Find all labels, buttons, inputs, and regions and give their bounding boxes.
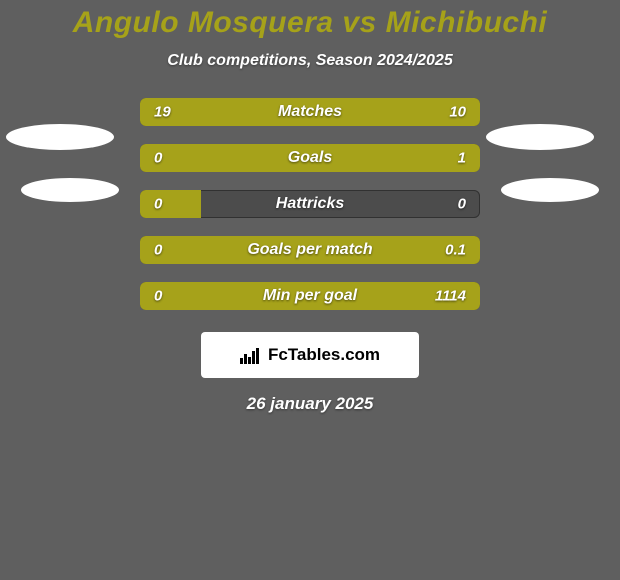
stat-row: 19 10 Matches: [0, 98, 620, 126]
stat-label: Min per goal: [263, 287, 357, 305]
stat-bar-track: 0 0 Hattricks: [140, 190, 480, 218]
stat-row: 0 1114 Min per goal: [0, 282, 620, 310]
stat-value-right: 1: [458, 150, 466, 167]
right-badge-ellipse: [486, 124, 594, 150]
stat-value-right: 0: [458, 196, 466, 213]
stat-bar-track: 0 1114 Min per goal: [140, 282, 480, 310]
stat-label: Goals per match: [247, 241, 372, 259]
stat-value-right: 1114: [435, 288, 466, 305]
stat-label: Hattricks: [276, 195, 344, 213]
subtitle: Club competitions, Season 2024/2025: [0, 52, 620, 70]
stat-row: 0 0.1 Goals per match: [0, 236, 620, 264]
left-badge-ellipse: [6, 124, 114, 150]
stat-value-left: 0: [154, 150, 162, 167]
stat-label: Goals: [288, 149, 332, 167]
stat-bar-left: [140, 236, 201, 264]
stat-bar-track: 0 1 Goals: [140, 144, 480, 172]
stat-value-left: 0: [154, 242, 162, 259]
chart-icon: [240, 346, 262, 364]
left-badge-ellipse: [21, 178, 119, 202]
right-badge-ellipse: [501, 178, 599, 202]
stat-bar-left: [140, 282, 201, 310]
stat-bar-track: 0 0.1 Goals per match: [140, 236, 480, 264]
page-title: Angulo Mosquera vs Michibuchi: [0, 0, 620, 40]
stat-value-right: 10: [449, 104, 466, 121]
snapshot-date: 26 january 2025: [0, 394, 620, 414]
stat-bar-track: 19 10 Matches: [140, 98, 480, 126]
brand-badge[interactable]: FcTables.com: [201, 332, 419, 378]
stat-value-right: 0.1: [445, 242, 466, 259]
stat-value-left: 0: [154, 288, 162, 305]
stat-bar-left: [140, 144, 201, 172]
stat-label: Matches: [278, 103, 342, 121]
stat-bar-left: [140, 190, 201, 218]
stat-bar-right: [201, 144, 480, 172]
comparison-panel: Angulo Mosquera vs Michibuchi Club compe…: [0, 0, 620, 580]
stat-value-left: 19: [154, 104, 171, 121]
stat-value-left: 0: [154, 196, 162, 213]
brand-text: FcTables.com: [268, 345, 380, 365]
